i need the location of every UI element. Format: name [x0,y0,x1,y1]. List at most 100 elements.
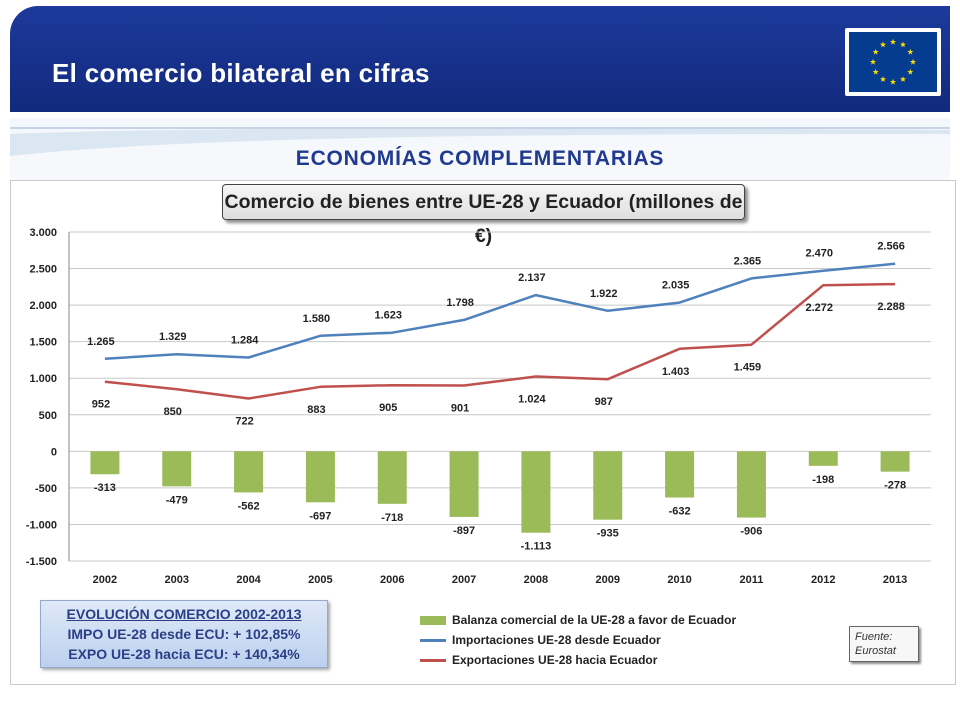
x-tick-label: 2008 [524,574,548,586]
flag-star-icon [907,68,914,75]
bar-balanza [736,451,766,518]
flag-star-icon [869,58,877,65]
x-tick-label: 2005 [308,574,332,586]
line-data-label-importaciones: 1.329 [159,331,187,343]
legend-item-balanza: Balanza comercial de la UE-28 a favor de… [420,610,736,630]
y-tick-label: 1.000 [29,373,57,385]
x-tick-label: 2010 [667,574,691,586]
legend-swatch-importaciones [420,638,446,642]
flag-star-icon [899,41,907,48]
header-bar: El comercio bilateral en cifras [10,6,950,112]
line-data-label-exportaciones: 2.272 [805,302,833,314]
bar-balanza [449,451,479,517]
line-data-label-importaciones: 1.284 [231,334,259,346]
bar-balanza [377,451,407,504]
flag-star-icon [872,48,879,55]
line-data-label-exportaciones: 905 [379,402,397,414]
x-tick-label: 2002 [93,574,117,586]
line-data-label-exportaciones: 883 [307,404,325,416]
line-data-label-exportaciones: 1.459 [734,362,762,374]
flag-star-icon [889,38,897,45]
chart-legend: Balanza comercial de la UE-28 a favor de… [420,610,736,670]
source-label: Fuente: [855,631,893,643]
line-data-label-exportaciones: 1.403 [662,366,690,378]
bar-data-label: -718 [381,512,403,524]
flag-star-icon [879,76,887,82]
y-tick-label: -1.500 [26,556,57,568]
source-value: Eurostat [855,645,896,657]
bar-data-label: -697 [309,510,331,522]
legend-swatch-balanza [420,615,446,625]
bar-balanza [521,451,551,533]
line-data-label-exportaciones: 987 [595,396,613,408]
x-tick-label: 2012 [811,574,835,586]
bar-data-label: -479 [166,494,188,506]
line-exportaciones [104,282,896,400]
legend-swatch-exportaciones [420,658,446,662]
line-data-label-importaciones: 2.470 [805,248,833,260]
line-data-label-importaciones: 1.798 [446,297,474,309]
x-tick-label: 2003 [165,574,189,586]
bar-data-label: -278 [884,480,906,492]
page-title: El comercio bilateral en cifras [52,58,430,88]
flag-star-icon [872,68,879,75]
section-subtitle: ECONOMÍAS COMPLEMENTARIAS [295,147,665,170]
x-tick-label: 2013 [883,574,907,586]
x-tick-label: 2009 [596,574,620,586]
x-tick-label: 2007 [452,574,476,586]
eu-flag-icon [849,32,937,92]
line-data-label-exportaciones: 2.288 [877,301,905,313]
bar-data-label: -562 [238,500,260,512]
legend-item-importaciones: Importaciones UE-28 desde Ecuador [420,630,736,650]
x-tick-label: 2011 [739,574,763,586]
bar-data-label: -897 [453,525,475,537]
line-data-label-exportaciones: 952 [92,399,110,411]
bar-data-label: -1.113 [521,541,552,553]
line-data-label-importaciones: 1.265 [87,336,115,348]
y-tick-label: -1.000 [26,519,57,531]
bar-balanza [808,451,838,466]
line-data-label-importaciones: 2.365 [734,255,762,267]
y-tick-label: -500 [35,483,57,495]
bar-data-label: -632 [669,506,691,518]
flag-star-icon [889,78,897,85]
bar-balanza [880,451,910,472]
legend-label-importaciones: Importaciones UE-28 desde Ecuador [452,633,661,647]
y-tick-label: 2.500 [29,264,57,276]
bar-balanza [234,451,264,493]
bar-data-label: -935 [597,528,619,540]
line-data-label-importaciones: 2.137 [518,272,546,284]
evolution-expo: EXPO UE-28 hacia ECU: + 140,34% [68,646,300,662]
bar-balanza [665,451,695,498]
evolution-box: EVOLUCIÓN COMERCIO 2002-2013 IMPO UE-28 … [40,600,328,668]
evolution-impo: IMPO UE-28 desde ECU: + 102,85% [67,626,301,642]
eu-flag-frame [845,28,941,96]
line-data-label-importaciones: 2.566 [877,241,905,253]
evolution-heading: EVOLUCIÓN COMERCIO 2002-2013 [66,606,302,622]
flag-star-icon [909,58,917,65]
line-importaciones [104,262,896,361]
chart-title: Comercio de bienes entre UE-28 y Ecuador… [222,184,745,247]
bar-balanza [90,451,120,475]
y-tick-label: 1.500 [29,337,57,349]
bar-data-label: -906 [740,526,762,538]
line-data-label-exportaciones: 901 [451,402,469,414]
line-data-label-exportaciones: 722 [235,416,253,428]
legend-label-balanza: Balanza comercial de la UE-28 a favor de… [452,613,737,627]
flag-star-icon [907,48,914,55]
flag-star-icon [879,41,887,48]
legend-label-exportaciones: Exportaciones UE-28 hacia Ecuador [452,653,658,667]
line-data-label-importaciones: 1.623 [374,310,402,322]
bar-data-label: -198 [812,474,834,486]
x-tick-label: 2006 [380,574,404,586]
x-tick-label: 2004 [236,574,261,586]
y-tick-label: 0 [51,446,57,458]
bar-data-label: -313 [94,482,116,494]
y-tick-label: 3.000 [29,227,57,239]
y-tick-label: 2.000 [29,300,57,312]
decorative-swoosh [10,127,950,156]
line-data-label-importaciones: 2.035 [662,280,690,292]
line-data-label-exportaciones: 850 [164,406,182,418]
bar-balanza [593,451,623,520]
